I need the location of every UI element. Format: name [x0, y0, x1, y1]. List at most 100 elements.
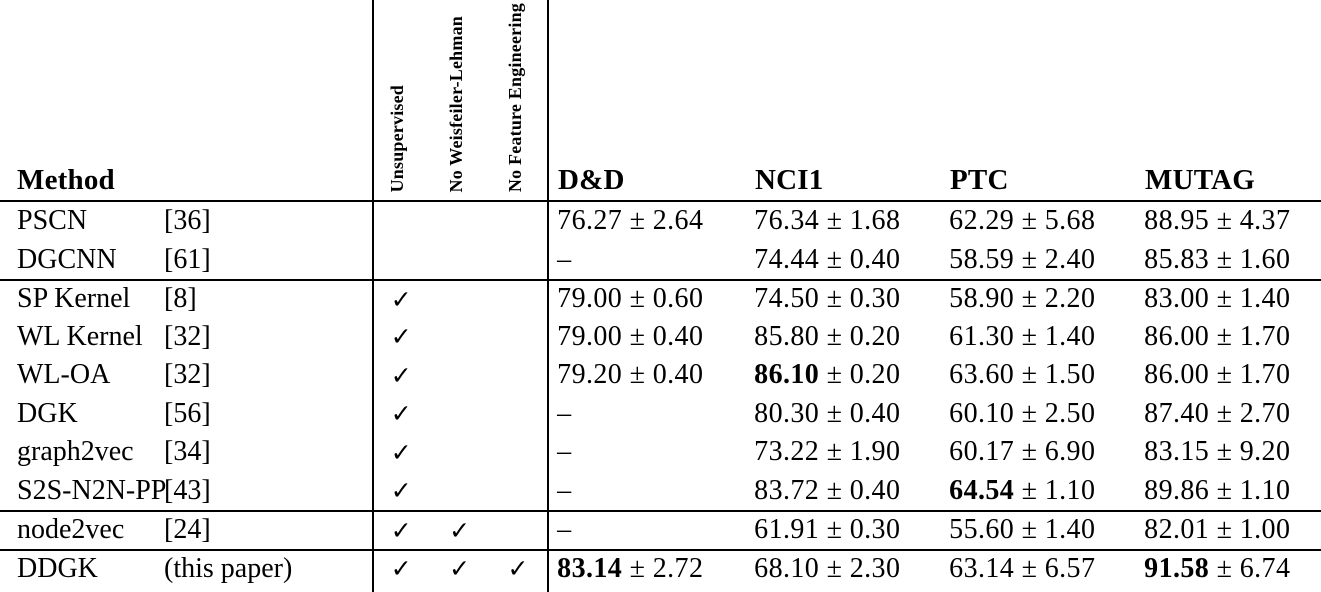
result-value-mutag: 82.01 ± 1.00 [1134, 514, 1320, 546]
mean-value: 86.00 [1144, 320, 1210, 352]
result-value-nci1: 80.30 ± 0.40 [744, 398, 939, 430]
mean-value: 63.14 [949, 552, 1015, 584]
std-value: ± 1.70 [1209, 359, 1291, 391]
std-value: ± 0.40 [622, 359, 704, 391]
method-name: graph2vec [17, 436, 134, 468]
result-value-ptc: 63.14 ± 6.57 [939, 553, 1134, 585]
result-value-nci1: 85.80 ± 0.20 [744, 321, 939, 353]
method-citation: [8] [164, 283, 197, 315]
check-unsupervised: ✓ [372, 363, 430, 388]
method-name: DGK [17, 397, 78, 429]
method-citation: [56] [164, 397, 211, 429]
std-value: ± 0.40 [819, 243, 901, 275]
result-value-ptc: 58.90 ± 2.20 [939, 283, 1134, 315]
std-value: ± 1.40 [1209, 283, 1291, 315]
method-name: SP Kernel [17, 283, 131, 315]
std-value: ± 0.30 [819, 283, 901, 315]
method-citation: [34] [164, 436, 211, 468]
std-value: ± 1.60 [1209, 243, 1291, 275]
std-value: ± 0.20 [819, 359, 901, 391]
check-unsupervised: ✓ [372, 401, 430, 426]
checkmark-icon: ✓ [507, 554, 529, 584]
result-value-nci1: 76.34 ± 1.68 [744, 205, 939, 237]
std-value: ± 2.20 [1014, 283, 1096, 315]
std-value: ± 0.20 [819, 320, 901, 352]
missing-value: – [557, 436, 572, 468]
std-value: ± 6.57 [1014, 552, 1096, 584]
result-value-ptc: 60.10 ± 2.50 [939, 398, 1134, 430]
checkmark-icon: ✓ [449, 554, 471, 584]
std-value: ± 2.70 [1209, 397, 1291, 429]
mean-value: 85.83 [1144, 243, 1210, 275]
result-value-dd: – [547, 514, 744, 546]
std-value: ± 2.30 [819, 552, 901, 584]
result-value-mutag: 85.83 ± 1.60 [1134, 244, 1320, 276]
column-header-nci1: NCI1 [755, 164, 824, 196]
std-value: ± 1.68 [819, 205, 901, 237]
mean-value: 86.00 [1144, 359, 1210, 391]
result-value-ptc: 62.29 ± 5.68 [939, 205, 1134, 237]
table-row: node2vec [24] ✓ ✓ –61.91 ± 0.30 55.60 ± 1.40 8… [0, 510, 1321, 549]
std-value: ± 2.50 [1014, 397, 1096, 429]
mean-value: 83.14 [557, 552, 623, 584]
result-value-mutag: 86.00 ± 1.70 [1134, 359, 1320, 391]
mean-value: 83.00 [1144, 283, 1210, 315]
result-value-nci1: 73.22 ± 1.90 [744, 436, 939, 468]
std-value: ± 6.90 [1014, 436, 1096, 468]
column-header-mutag: MUTAG [1145, 164, 1256, 196]
method-citation: [43] [164, 474, 211, 506]
result-value-nci1: 83.72 ± 0.40 [744, 475, 939, 507]
std-value: ± 1.40 [1014, 320, 1096, 352]
mean-value: 61.91 [754, 514, 820, 546]
mean-value: 58.90 [949, 283, 1015, 315]
missing-value: – [557, 474, 572, 506]
column-header-dd: D&D [558, 164, 625, 196]
check-no-feature-engineering: ✓ [489, 556, 547, 581]
result-value-mutag: 91.58 ± 6.74 [1134, 553, 1320, 585]
table-row: PSCN [36] 76.27 ± 2.64 76.34 ± 1.68 62.29 ± … [0, 202, 1321, 241]
mean-value: 73.22 [754, 436, 820, 468]
result-value-mutag: 87.40 ± 2.70 [1134, 398, 1320, 430]
result-value-dd: 79.20 ± 0.40 [547, 359, 744, 391]
check-no-weisfeiler-lehman: ✓ [430, 556, 488, 581]
table-row: WL Kernel [32] ✓ 79.00 ± 0.40 85.80 ± 0.20 61… [0, 318, 1321, 357]
rotated-column-header-unsupervised: Unsupervised [387, 84, 407, 192]
std-value: ± 6.74 [1209, 552, 1291, 584]
result-value-nci1: 61.91 ± 0.30 [744, 514, 939, 546]
std-value: ± 1.50 [1014, 359, 1096, 391]
std-value: ± 2.64 [622, 205, 704, 237]
mean-value: 76.34 [754, 205, 820, 237]
vertical-rule-left [372, 0, 374, 592]
method-citation: [32] [164, 359, 211, 391]
mean-value: 89.86 [1144, 474, 1210, 506]
rotated-column-header-no-feature-engineering: No Feature Engineering [505, 2, 525, 192]
result-value-mutag: 83.00 ± 1.40 [1134, 283, 1320, 315]
mean-value: 58.59 [949, 243, 1015, 275]
result-value-dd: – [547, 398, 744, 430]
mean-value: 60.17 [949, 436, 1015, 468]
table-row: WL-OA [32] ✓ 79.20 ± 0.40 86.10 ± 0.20 63.60 … [0, 356, 1321, 395]
result-value-nci1: 74.44 ± 0.40 [744, 244, 939, 276]
method-citation: [24] [164, 514, 211, 546]
table-header-row: Method Unsupervised No Weisfeiler-Lehman… [0, 0, 1321, 202]
std-value: ± 0.40 [819, 397, 901, 429]
std-value: ± 1.10 [1209, 474, 1291, 506]
table-row: DGK [56] ✓ –80.30 ± 0.40 60.10 ± 2.50 87.40 ±… [0, 395, 1321, 434]
result-value-mutag: 86.00 ± 1.70 [1134, 321, 1320, 353]
check-no-weisfeiler-lehman: ✓ [430, 518, 488, 543]
mean-value: 82.01 [1144, 514, 1210, 546]
checkmark-icon: ✓ [390, 515, 412, 545]
result-value-ptc: 58.59 ± 2.40 [939, 244, 1134, 276]
mean-value: 76.27 [557, 205, 623, 237]
result-value-nci1: 86.10 ± 0.20 [744, 359, 939, 391]
mean-value: 74.50 [754, 283, 820, 315]
std-value: ± 0.40 [819, 474, 901, 506]
method-name: PSCN [17, 205, 88, 237]
result-value-mutag: 89.86 ± 1.10 [1134, 475, 1320, 507]
mean-value: 63.60 [949, 359, 1015, 391]
method-name: DGCNN [17, 243, 117, 275]
method-citation: [61] [164, 243, 211, 275]
result-value-nci1: 68.10 ± 2.30 [744, 553, 939, 585]
checkmark-icon: ✓ [390, 322, 412, 352]
